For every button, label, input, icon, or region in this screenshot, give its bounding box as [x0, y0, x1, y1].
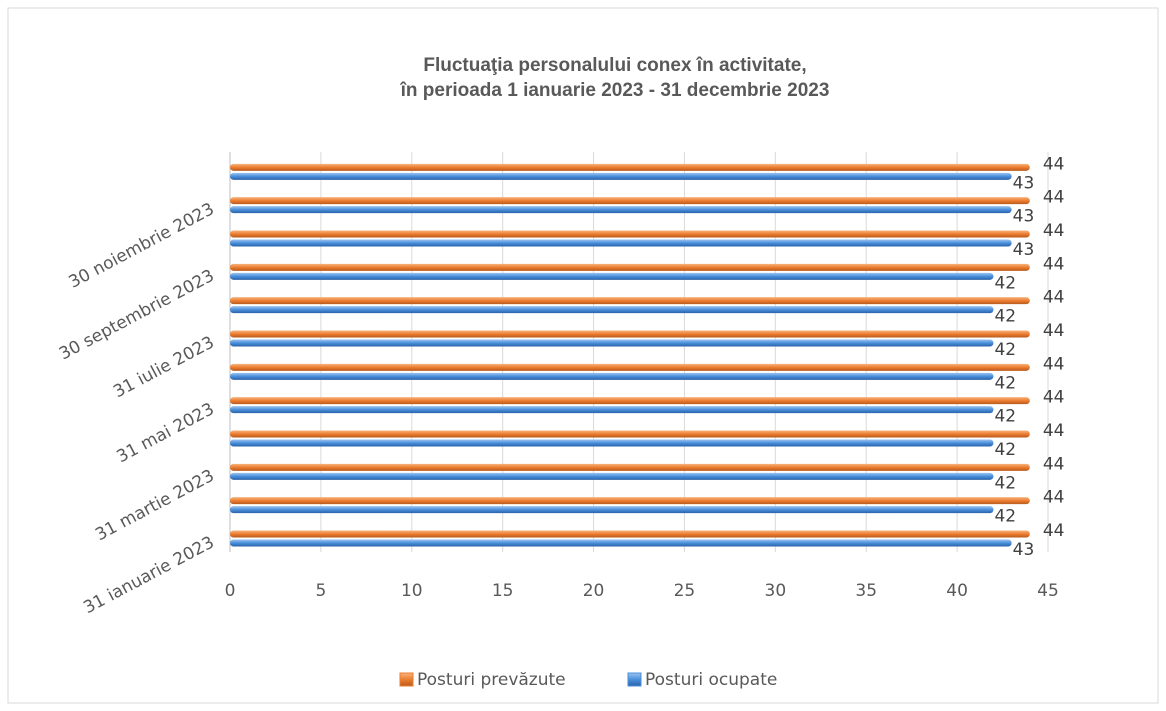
data-label: 42 — [994, 307, 1016, 327]
bar — [230, 306, 994, 314]
data-label: 44 — [1043, 254, 1065, 274]
data-label: 44 — [1043, 454, 1065, 474]
legend-label: Posturi prevăzute — [417, 670, 566, 690]
data-label: 44 — [1043, 188, 1065, 208]
bar — [230, 472, 994, 480]
bar — [230, 397, 1030, 405]
bar — [230, 530, 1030, 538]
bar — [230, 506, 994, 514]
bar — [230, 463, 1030, 471]
bar — [230, 330, 1030, 338]
x-tick-label: 25 — [674, 581, 696, 601]
bar — [230, 230, 1030, 238]
data-label: 43 — [1013, 240, 1035, 260]
data-label: 42 — [994, 473, 1016, 493]
bar — [230, 439, 994, 447]
data-label: 43 — [1013, 207, 1035, 227]
bar — [230, 406, 994, 414]
chart-title: Fluctuaţia personalului conex în activit… — [423, 55, 806, 76]
data-label: 44 — [1043, 488, 1065, 508]
data-label: 44 — [1043, 321, 1065, 341]
bar — [230, 206, 1012, 214]
data-label: 42 — [994, 373, 1016, 393]
legend-swatch — [627, 672, 642, 687]
data-label: 44 — [1043, 421, 1065, 441]
bar — [230, 163, 1030, 171]
x-tick-label: 40 — [946, 581, 968, 601]
bar — [230, 272, 994, 280]
data-label: 44 — [1043, 388, 1065, 408]
x-tick-label: 10 — [401, 581, 423, 601]
bar — [230, 172, 1012, 180]
legend-swatch — [399, 672, 414, 687]
x-tick-label: 35 — [855, 581, 877, 601]
bar — [230, 197, 1030, 205]
data-label: 44 — [1043, 354, 1065, 374]
data-label: 42 — [994, 507, 1016, 527]
bar — [230, 239, 1012, 247]
x-tick-label: 0 — [225, 581, 236, 601]
data-label: 44 — [1043, 154, 1065, 174]
x-tick-label: 20 — [583, 581, 605, 601]
data-label: 43 — [1013, 173, 1035, 193]
legend-label: Posturi ocupate — [645, 670, 777, 690]
data-label: 42 — [994, 440, 1016, 460]
x-tick-label: 45 — [1037, 581, 1059, 601]
x-tick-label: 30 — [765, 581, 787, 601]
x-tick-label: 5 — [315, 581, 326, 601]
data-label: 42 — [994, 407, 1016, 427]
bar — [230, 372, 994, 380]
bar — [230, 339, 994, 347]
chart-title: în perioada 1 ianuarie 2023 - 31 decembr… — [400, 80, 830, 101]
bar — [230, 539, 1012, 547]
bar — [230, 497, 1030, 505]
data-label: 44 — [1043, 288, 1065, 308]
x-tick-label: 15 — [492, 581, 514, 601]
data-label: 42 — [994, 340, 1016, 360]
data-label: 44 — [1043, 221, 1065, 241]
bar — [230, 363, 1030, 371]
bar — [230, 430, 1030, 438]
data-label: 43 — [1013, 540, 1035, 560]
chart-border — [7, 7, 1159, 704]
bar — [230, 263, 1030, 271]
bar — [230, 297, 1030, 305]
data-label: 42 — [994, 273, 1016, 293]
data-label: 44 — [1043, 521, 1065, 541]
